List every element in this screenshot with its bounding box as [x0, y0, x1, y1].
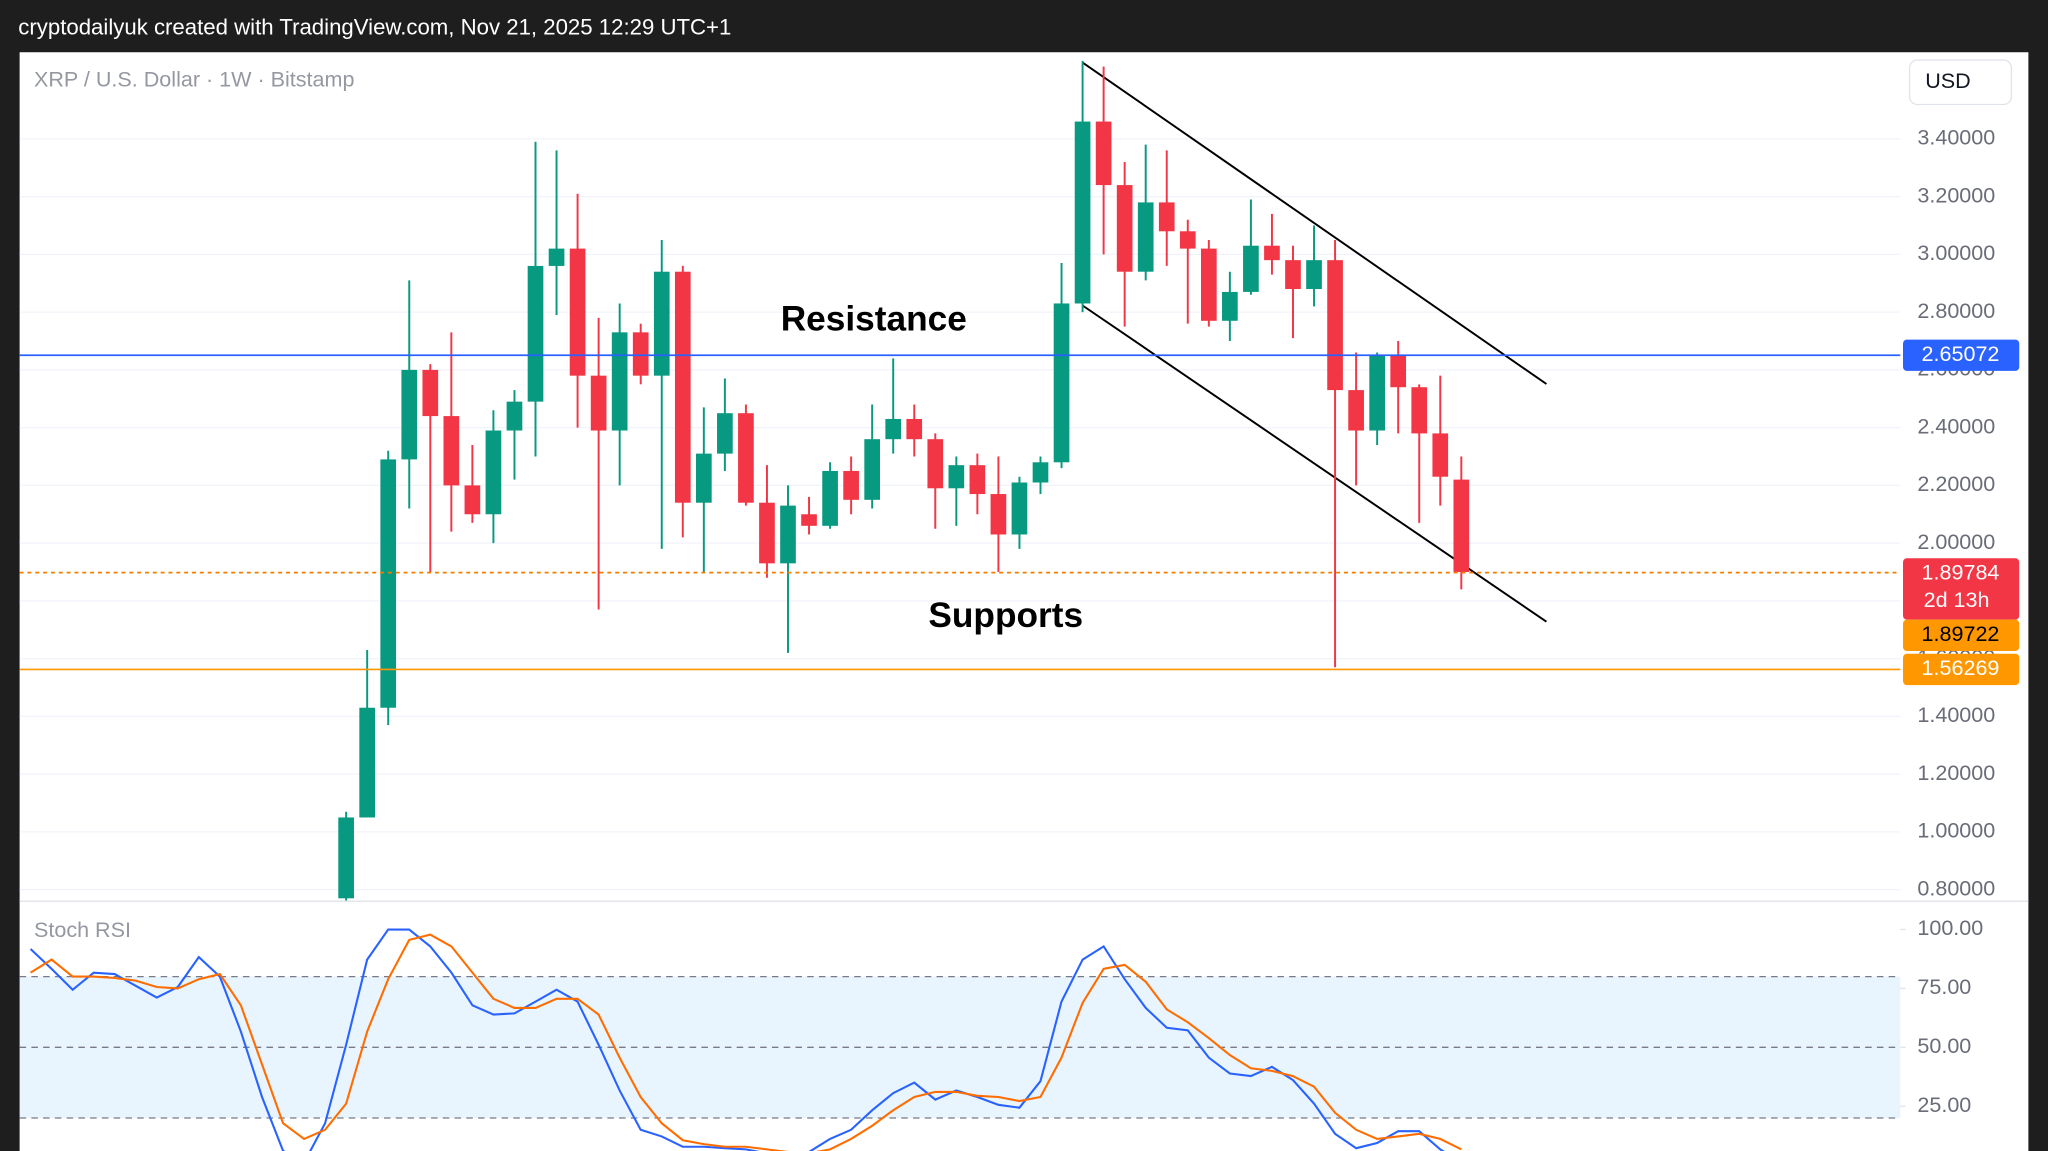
candle-body — [1074, 121, 1091, 304]
channel-lower — [1082, 304, 1547, 623]
y-tick-label: 2.20000 — [1917, 471, 1995, 496]
candle-body — [738, 413, 754, 503]
candle-body — [864, 439, 881, 500]
candle-body — [422, 369, 439, 417]
candle-body — [717, 413, 733, 454]
price-line-label: 1.56269 — [1922, 655, 2000, 680]
price-line-label-box — [1903, 339, 2020, 371]
chart-area — [19, 52, 2029, 1151]
candle-body — [1348, 390, 1364, 431]
candle-body — [1116, 185, 1133, 272]
candle-body — [927, 439, 944, 489]
candle-body — [338, 817, 354, 899]
y-tick-label: 2.40000 — [1917, 413, 1995, 438]
stoch-legend: Stoch RSI — [34, 917, 131, 942]
candle-body — [1158, 202, 1175, 232]
candle-body — [948, 465, 965, 489]
candle-body — [1369, 355, 1385, 431]
label-layer: 0.800001.000001.200001.400001.600001.800… — [1900, 125, 2020, 1117]
y-tick-label: 1.40000 — [1917, 702, 1995, 727]
candle-body — [1327, 260, 1343, 391]
y-tick-label: 3.20000 — [1917, 182, 1995, 207]
candle-body — [1179, 231, 1196, 249]
current-price-box — [1903, 558, 2020, 620]
candle-body — [1243, 245, 1259, 292]
candle-body — [843, 470, 859, 500]
current-price-label: 1.89784 — [1922, 560, 2000, 585]
candle-body — [506, 401, 523, 431]
candle-body — [653, 271, 670, 376]
candle-body — [1137, 202, 1154, 272]
candle-body — [780, 505, 796, 564]
indicator-price-box — [1903, 619, 2020, 652]
y-tick-label: 100.00 — [1917, 915, 1983, 940]
candle-body — [969, 465, 986, 495]
annotation: Resistance — [781, 300, 967, 339]
y-tick-label: 3.00000 — [1917, 240, 1995, 265]
candle-body — [548, 248, 565, 266]
candle-body — [906, 418, 923, 440]
candle-body — [990, 494, 1007, 535]
candle-body — [695, 453, 712, 503]
candle-body — [1264, 245, 1280, 261]
stoch-line — [30, 933, 1462, 1151]
stoch-line — [29, 928, 1445, 1151]
candle-body — [1306, 260, 1322, 290]
candle-body — [674, 271, 691, 503]
candle-body — [1285, 260, 1301, 290]
candle-body — [1411, 387, 1428, 434]
header-text: cryptodailyuk created with TradingView.c… — [18, 15, 731, 40]
candle-body — [464, 485, 481, 515]
y-tick-label: 1.00000 — [1917, 818, 1995, 843]
candle-body — [527, 265, 544, 402]
y-tick-label: 50.00 — [1917, 1033, 1971, 1058]
candle-body — [401, 369, 418, 460]
y-tick-label: 25.00 — [1917, 1092, 1971, 1117]
candle-body — [885, 418, 902, 440]
candle-body — [1095, 121, 1112, 186]
candle-body — [1032, 462, 1049, 483]
candle-body — [1222, 291, 1238, 321]
candle-body — [759, 502, 775, 564]
symbol-legend: XRP / U.S. Dollar · 1W · Bitstamp — [34, 67, 354, 92]
y-tick-label: 1.20000 — [1917, 760, 1995, 785]
candle-body — [380, 459, 397, 708]
price-line-label-box — [1903, 653, 2020, 686]
candle-body — [590, 375, 607, 431]
y-tick-label: 3.40000 — [1917, 125, 1995, 150]
candle-body — [1390, 355, 1407, 388]
candle-body — [569, 248, 586, 376]
stoch-pane — [19, 928, 1901, 1151]
annotation: Supports — [928, 596, 1083, 635]
y-tick-label: 2.80000 — [1917, 298, 1995, 323]
candle-body — [822, 470, 838, 526]
candle-body — [359, 707, 376, 818]
y-tick-label: 0.80000 — [1917, 875, 1995, 900]
candle-body — [1011, 482, 1028, 535]
candle-body — [1432, 433, 1449, 477]
channel-upper — [1082, 61, 1547, 385]
candle-body — [1200, 248, 1217, 321]
countdown-label: 2d 13h — [1924, 587, 1990, 612]
price-pane — [19, 60, 1901, 902]
candle-body — [485, 430, 502, 515]
candle-body — [801, 514, 817, 526]
candle-body — [443, 416, 460, 486]
candle-body — [1453, 479, 1470, 573]
y-tick-label: 2.00000 — [1917, 529, 1995, 554]
candle-body — [632, 332, 649, 376]
price-line-label: 2.65072 — [1922, 341, 2000, 366]
candle-body — [611, 332, 628, 431]
currency-button[interactable] — [1908, 59, 2013, 106]
indicator-price-label: 1.89722 — [1922, 621, 2000, 646]
candle-body — [1053, 303, 1070, 463]
currency-label: USD — [1925, 68, 1971, 93]
y-tick-label: 75.00 — [1917, 974, 1971, 999]
